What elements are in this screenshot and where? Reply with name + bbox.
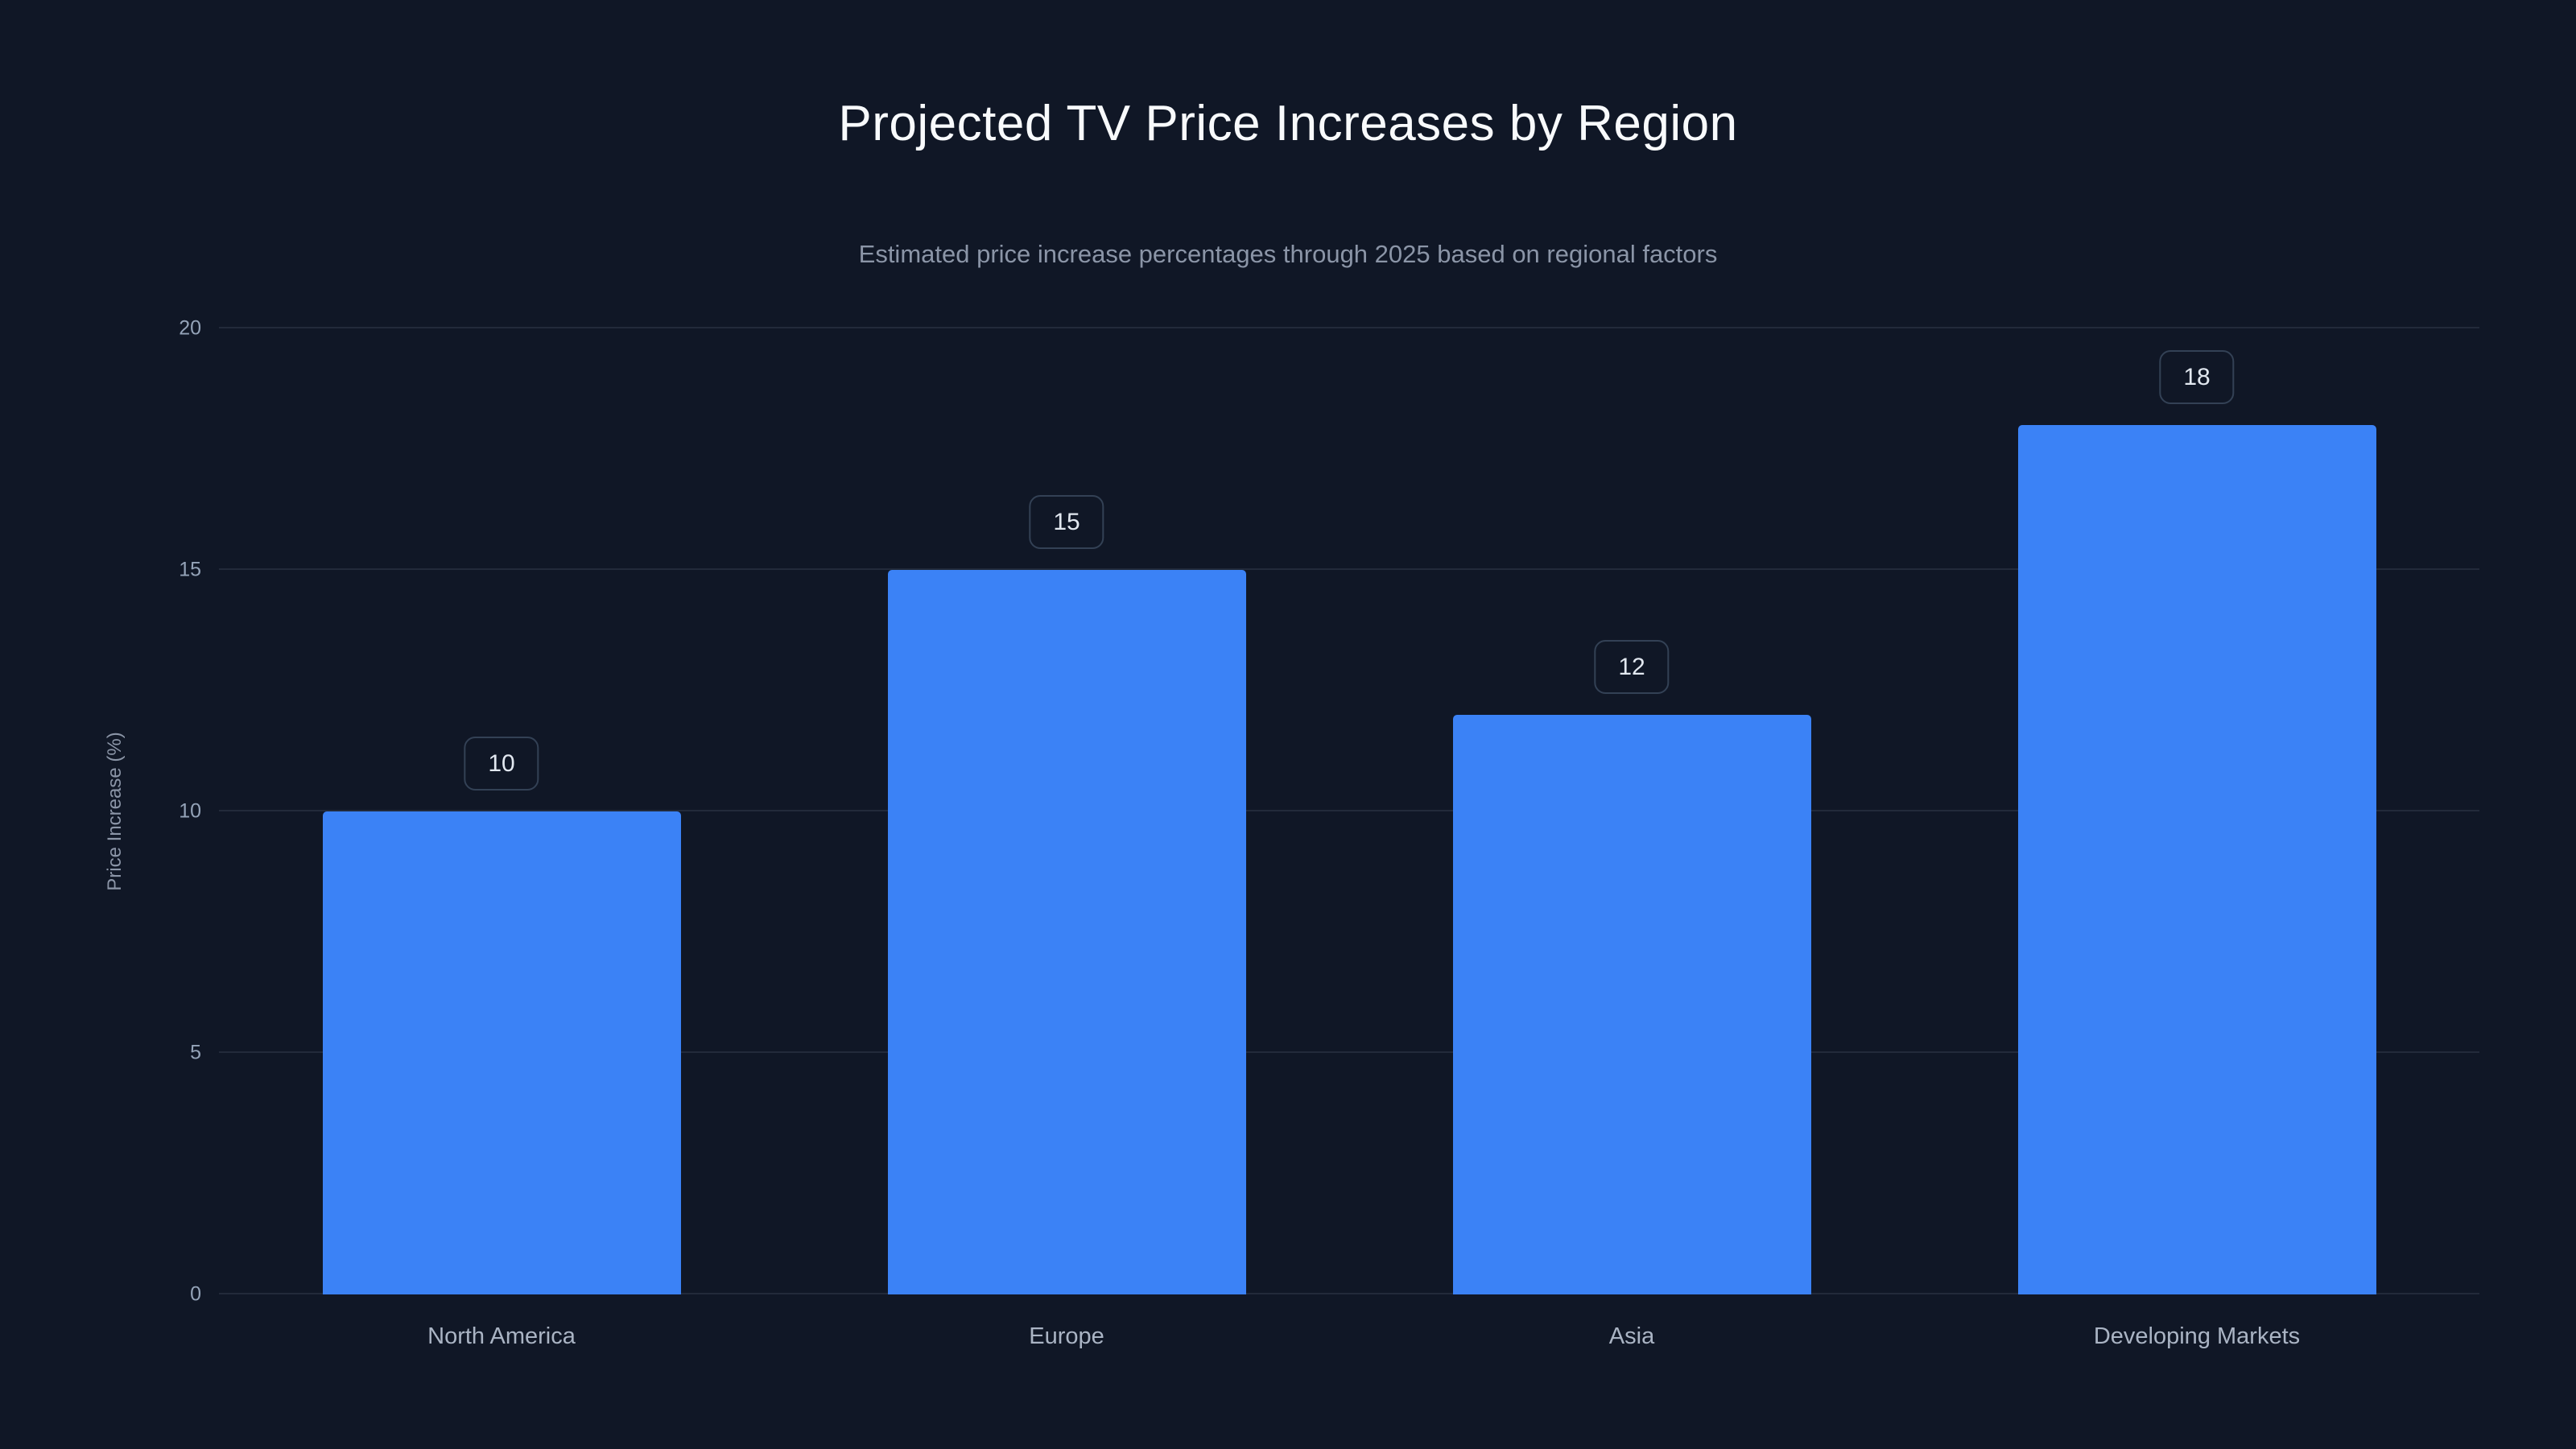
bar-slot: 18 [1914, 328, 2479, 1294]
bar-slot: 15 [784, 328, 1349, 1294]
bar-europe [887, 570, 1246, 1294]
x-axis-label: Asia [1608, 1323, 1655, 1349]
chart-subtitle: Estimated price increase percentages thr… [858, 240, 1718, 268]
gridline [219, 568, 2479, 570]
x-axis-label: North America [427, 1323, 576, 1349]
y-axis-title: Price Increase (%) [104, 732, 126, 891]
x-axis-label: Europe [1029, 1323, 1104, 1349]
gridline [219, 1051, 2479, 1053]
bar-value-badge: 18 [2159, 350, 2235, 404]
y-tick-labels: 0 5 10 15 20 [179, 317, 2479, 1306]
bar-value-badge: 10 [464, 737, 539, 791]
gridlines [219, 327, 2479, 1294]
y-tick-label: 20 [179, 316, 201, 340]
x-axis-label: Developing Markets [2093, 1323, 2301, 1349]
gridline [219, 1293, 2479, 1294]
y-tick-label: 10 [179, 799, 201, 823]
bar-slot: 12 [1349, 328, 1914, 1294]
bar-value-badge: 15 [1029, 495, 1104, 549]
bar-north-america [322, 811, 681, 1294]
y-tick-label: 5 [190, 1041, 201, 1064]
y-tick-label: 15 [179, 558, 201, 581]
plot-area: 0 5 10 15 20 10 15 12 18 North America Europe Asi… [179, 317, 2479, 1349]
bar-value-badge: 12 [1594, 640, 1670, 694]
bar-slot: 10 [219, 328, 784, 1294]
gridline [219, 810, 2479, 811]
bar-asia [1452, 715, 1811, 1294]
chart-title: Projected TV Price Increases by Region [838, 96, 1738, 151]
x-axis-labels: North America Europe Asia Developing Market… [219, 1323, 2479, 1350]
gridline [219, 327, 2479, 328]
y-tick-label: 0 [190, 1282, 201, 1306]
bars-layer: 10 15 12 18 [219, 328, 2479, 1294]
bar-developing-markets [2017, 425, 2376, 1294]
